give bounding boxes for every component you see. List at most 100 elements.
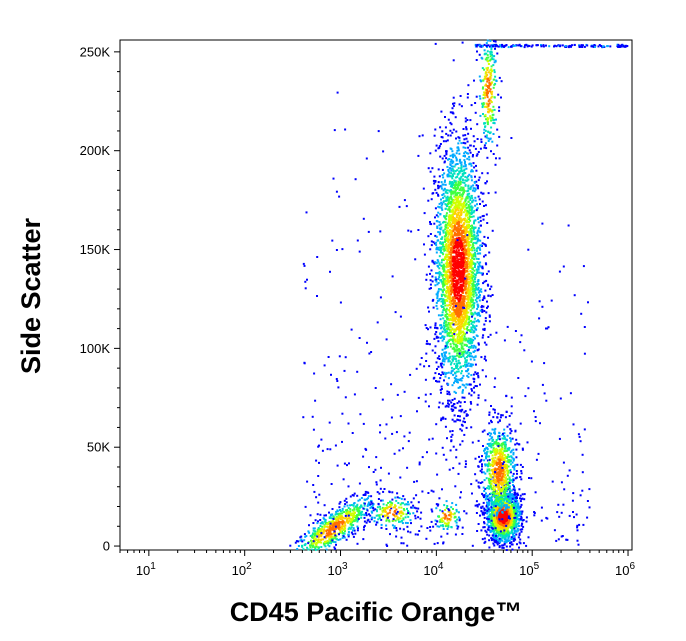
- event-point: [438, 401, 441, 404]
- event-point: [445, 153, 448, 156]
- event-point: [496, 536, 499, 539]
- event-point: [308, 524, 310, 527]
- event-point: [444, 183, 447, 186]
- event-point: [469, 320, 472, 323]
- event-point: [432, 179, 435, 182]
- event-point: [467, 273, 470, 276]
- event-point: [472, 199, 475, 202]
- event-point: [458, 194, 461, 197]
- event-point: [440, 295, 443, 298]
- event-point: [460, 214, 463, 217]
- event-point: [452, 445, 455, 448]
- event-point: [464, 357, 466, 360]
- event-point: [452, 346, 455, 349]
- event-point: [446, 173, 449, 176]
- event-point: [456, 345, 459, 348]
- event-point: [450, 361, 453, 364]
- event-point: [338, 502, 341, 505]
- event-point: [468, 252, 471, 254]
- event-point: [456, 259, 459, 262]
- event-point: [439, 213, 442, 215]
- event-point: [454, 310, 457, 313]
- event-point: [442, 176, 445, 179]
- event-point: [463, 288, 466, 291]
- event-point: [449, 345, 452, 348]
- event-point: [519, 500, 522, 503]
- event-point: [475, 268, 478, 271]
- event-point: [463, 251, 466, 254]
- event-point: [446, 278, 449, 281]
- event-point: [474, 187, 477, 190]
- event-point: [334, 513, 337, 516]
- event-point: [441, 245, 444, 248]
- event-point: [448, 256, 451, 258]
- event-point: [432, 298, 435, 301]
- event-point: [486, 180, 488, 183]
- event-point: [458, 409, 461, 412]
- event-point: [445, 310, 448, 313]
- event-point: [433, 175, 436, 178]
- event-point: [494, 518, 497, 521]
- event-point: [459, 283, 462, 286]
- event-point: [459, 294, 462, 296]
- event-point: [433, 337, 436, 340]
- event-point: [486, 512, 489, 515]
- event-point: [450, 366, 453, 369]
- event-point: [469, 202, 472, 205]
- event-point: [477, 376, 480, 379]
- event-point: [372, 503, 375, 506]
- event-point: [483, 329, 486, 331]
- event-point: [343, 528, 346, 531]
- event-point: [477, 342, 480, 345]
- event-point: [439, 228, 442, 231]
- event-point: [471, 389, 473, 392]
- event-point: [446, 175, 449, 178]
- event-point: [479, 231, 482, 234]
- event-point: [472, 281, 475, 284]
- event-point: [521, 519, 524, 522]
- event-point: [447, 220, 450, 223]
- event-point: [454, 232, 457, 235]
- event-point: [438, 358, 441, 360]
- event-point: [464, 234, 467, 237]
- event-point: [315, 541, 318, 544]
- event-point: [445, 357, 448, 360]
- event-point: [489, 531, 492, 533]
- event-point: [487, 506, 490, 509]
- event-point: [466, 288, 469, 291]
- event-point: [453, 179, 456, 182]
- event-point: [341, 509, 344, 512]
- event-point: [443, 371, 446, 374]
- event-point: [516, 527, 519, 530]
- event-point: [455, 201, 458, 203]
- event-point: [435, 336, 438, 339]
- event-point: [452, 278, 455, 280]
- event-point: [484, 135, 487, 138]
- event-point: [422, 187, 425, 190]
- event-point: [363, 520, 366, 523]
- event-point: [321, 521, 324, 524]
- event-point: [469, 401, 472, 403]
- event-point: [446, 264, 448, 267]
- event-point: [464, 146, 467, 149]
- event-point: [346, 504, 349, 507]
- event-point: [490, 514, 493, 517]
- event-point: [470, 394, 473, 397]
- event-point: [468, 250, 470, 253]
- event-point: [446, 205, 448, 208]
- event-point: [464, 361, 467, 364]
- event-point: [464, 205, 467, 208]
- event-point: [454, 340, 457, 343]
- event-point: [446, 273, 448, 276]
- event-point: [370, 499, 373, 502]
- event-point: [472, 293, 475, 296]
- event-point: [447, 118, 450, 121]
- event-point: [441, 314, 444, 316]
- event-point: [442, 196, 445, 199]
- event-point: [332, 529, 335, 531]
- event-point: [339, 501, 342, 504]
- event-point: [458, 324, 461, 327]
- event-point: [452, 336, 455, 339]
- event-point: [518, 532, 521, 535]
- event-point: [450, 283, 453, 285]
